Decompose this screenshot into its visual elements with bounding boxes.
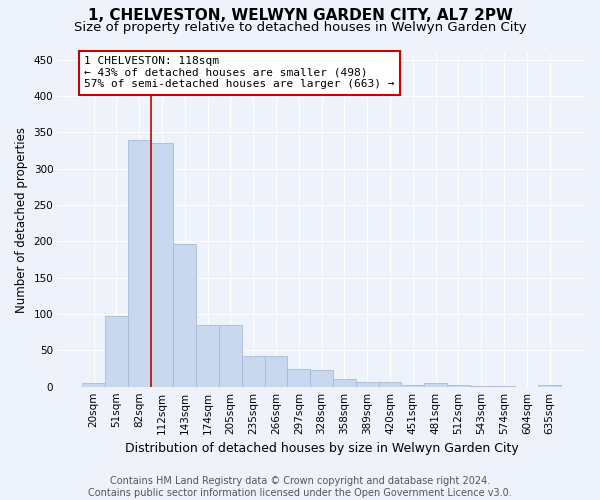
Bar: [265, 356, 287, 386]
Bar: [196, 325, 219, 386]
Bar: [128, 140, 151, 386]
Text: 1 CHELVESTON: 118sqm
← 43% of detached houses are smaller (498)
57% of semi-deta: 1 CHELVESTON: 118sqm ← 43% of detached h…: [85, 56, 395, 90]
Bar: [379, 382, 401, 386]
Bar: [151, 142, 173, 386]
Bar: [310, 370, 333, 386]
Text: Size of property relative to detached houses in Welwyn Garden City: Size of property relative to detached ho…: [74, 21, 526, 34]
Bar: [219, 325, 242, 386]
Bar: [356, 382, 379, 386]
Bar: [333, 380, 356, 386]
Bar: [173, 244, 196, 386]
Bar: [401, 385, 424, 386]
Text: Contains HM Land Registry data © Crown copyright and database right 2024.
Contai: Contains HM Land Registry data © Crown c…: [88, 476, 512, 498]
Bar: [105, 316, 128, 386]
Bar: [424, 383, 447, 386]
Y-axis label: Number of detached properties: Number of detached properties: [15, 126, 28, 312]
Bar: [287, 368, 310, 386]
Bar: [447, 385, 470, 386]
Bar: [242, 356, 265, 386]
X-axis label: Distribution of detached houses by size in Welwyn Garden City: Distribution of detached houses by size …: [125, 442, 518, 455]
Bar: [538, 385, 561, 386]
Text: 1, CHELVESTON, WELWYN GARDEN CITY, AL7 2PW: 1, CHELVESTON, WELWYN GARDEN CITY, AL7 2…: [88, 8, 512, 22]
Bar: [82, 383, 105, 386]
